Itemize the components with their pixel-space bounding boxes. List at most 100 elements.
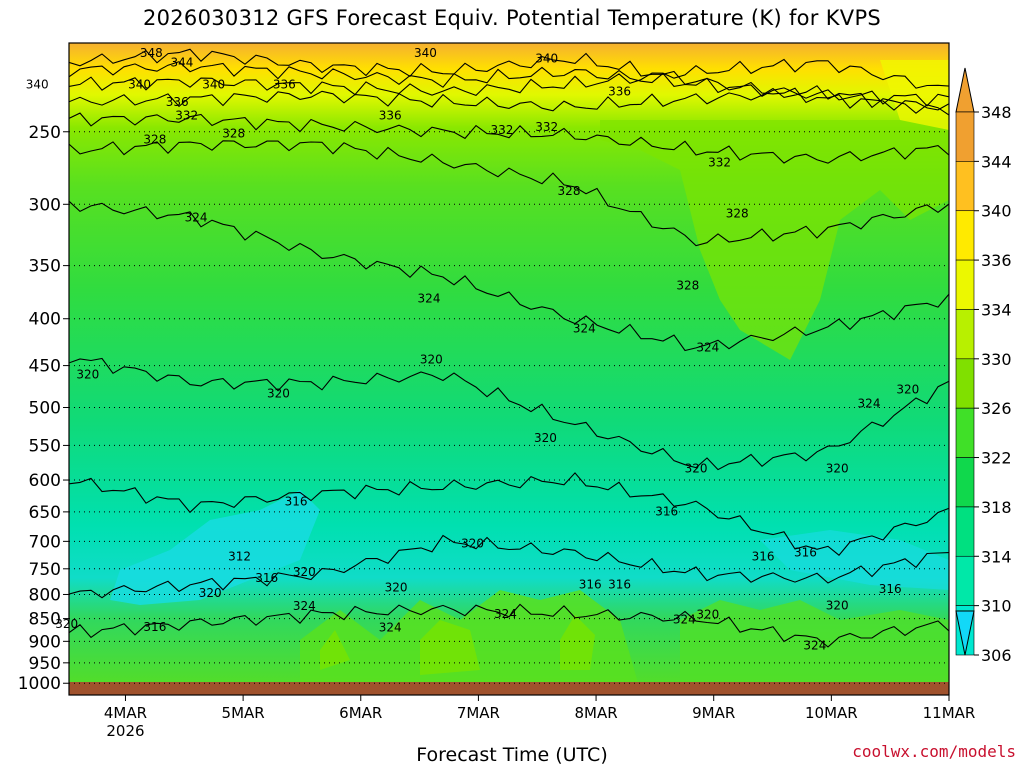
y-tick-label: 350 (29, 257, 61, 277)
contour-label: 340 (414, 46, 437, 60)
contour-label: 316 (285, 494, 308, 508)
contour-label: 328 (143, 133, 166, 147)
contour-label: 320 (696, 607, 719, 621)
contour-label: 332 (535, 120, 558, 134)
contour-label: 332 (490, 123, 513, 137)
chart-title: 2026030312 GFS Forecast Equiv. Potential… (142, 6, 882, 30)
colorbar-tick-label: 314 (981, 547, 1012, 566)
contour-label: 316 (879, 582, 902, 596)
contour-label: 316 (608, 577, 631, 591)
contour-label: 332 (708, 155, 731, 169)
contour-label: 324 (803, 639, 826, 653)
contour-label: 320 (826, 462, 849, 476)
y-tick-label: 500 (29, 399, 61, 419)
contour-320 (69, 534, 949, 599)
x-tick-label: 4MAR (104, 704, 147, 722)
contour-label: 324 (673, 613, 696, 627)
colorbar-segment (955, 309, 975, 360)
y-tick-label: 700 (29, 532, 61, 552)
colorbar-segment (955, 457, 975, 508)
colorbar-tick-label: 330 (981, 350, 1012, 369)
y-tick-label: 900 (29, 632, 61, 652)
terrain-ground (69, 682, 949, 695)
x-tick-label: 9MAR (692, 704, 735, 722)
contour-label: 344 (170, 55, 193, 69)
low-level-cyan-pocket (110, 490, 320, 605)
contour-label: 320 (826, 598, 849, 612)
contour-label: 316 (752, 549, 775, 563)
y-tick-label: 1000 (18, 674, 61, 694)
boundary-layer-moist-patch-2 (680, 600, 949, 690)
contour-label: 324 (418, 291, 441, 305)
contour-328 (69, 140, 949, 247)
contour-label: 348 (140, 46, 163, 60)
contour-344 (69, 61, 949, 107)
colorbar-tick-label: 318 (981, 498, 1012, 517)
contour-label: 340 (535, 52, 558, 66)
x-tick-label: 8MAR (574, 704, 617, 722)
contour-340 (69, 58, 949, 97)
colorbar-segment (955, 111, 975, 162)
contour-label: 328 (558, 184, 581, 198)
contour-label: 328 (222, 126, 245, 140)
x-tick-label: 10MAR (805, 704, 858, 722)
colorbar-segment (955, 161, 975, 212)
plot-frame (68, 42, 950, 696)
y-tick-label: 950 (29, 654, 61, 674)
contour-label: 324 (494, 607, 517, 621)
contour-label: 316 (655, 504, 678, 518)
time-axis: 4MAR 5MAR 6MAR 7MAR 8MAR 9MAR 10MAR 11MAR 2026 (104, 695, 975, 740)
contour-336 (69, 85, 949, 116)
colorbar-tick-label: 348 (981, 103, 1012, 122)
colorbar-segment (955, 407, 975, 458)
contour-label: 312 (228, 549, 251, 563)
contour-324 (69, 603, 949, 648)
contour-label: 324 (293, 599, 316, 613)
x-axis-label: Forecast Time (UTC) (416, 744, 608, 766)
colorbar-tick-label: 306 (981, 646, 1012, 665)
y-tick-label: 400 (29, 310, 61, 330)
contour-label: 324 (573, 322, 596, 336)
y-tick-label: 250 (29, 123, 61, 143)
x-tick-label: 5MAR (222, 704, 265, 722)
pressure-axis: 2503003504004505005506006507007508008509… (18, 123, 69, 694)
colorbar-tick-label: 334 (981, 300, 1012, 319)
colorbar-tick-label: 310 (981, 597, 1012, 616)
contour-label: 320 (685, 462, 708, 476)
y-tick-label: 300 (29, 195, 61, 215)
colorbar-top-arrow (955, 67, 975, 113)
contour-label: 328 (676, 279, 699, 293)
contour-label: 320 (76, 367, 99, 381)
colorbar-segment (955, 555, 975, 606)
contour-label: 320 (55, 617, 78, 631)
colorbar: 306 310 314 318 322 326 330 334 336 340 344 348 (955, 67, 1012, 665)
contour-label: 320 (896, 383, 919, 397)
boundary-layer-core (320, 615, 595, 675)
contour-label: 340 (128, 78, 151, 92)
contour-label: 336 (608, 85, 631, 99)
colorbar-segment (955, 259, 975, 310)
y-tick-label: 550 (29, 436, 61, 456)
colorbar-tick-label: 340 (981, 202, 1012, 221)
colorbar-tick-label: 336 (981, 251, 1012, 270)
y-tick-label: 650 (29, 503, 61, 523)
contour-label: 324 (185, 210, 208, 224)
y-tick-label: 600 (29, 471, 61, 491)
x-tick-label: 6MAR (339, 704, 382, 722)
x-tick-year: 2026 (106, 722, 144, 740)
y-tick-label: 850 (29, 610, 61, 630)
pressure-gridlines (69, 131, 949, 684)
contour-lines (69, 48, 949, 648)
contour-label: 320 (267, 387, 290, 401)
contour-label: 340 (202, 78, 225, 92)
contour-label: 320 (293, 565, 316, 579)
contour-label: 332 (175, 109, 198, 123)
low-level-cyan-pocket-right (760, 530, 949, 590)
colorbar-segment (955, 210, 975, 261)
contour-label: 316 (794, 546, 817, 560)
contour-label: 324 (696, 341, 719, 355)
contour-label: 316 (143, 620, 166, 634)
credit-text: coolwx.com/models (852, 742, 1016, 761)
contour-label: 320 (420, 352, 443, 366)
contour-label: 316 (579, 577, 602, 591)
